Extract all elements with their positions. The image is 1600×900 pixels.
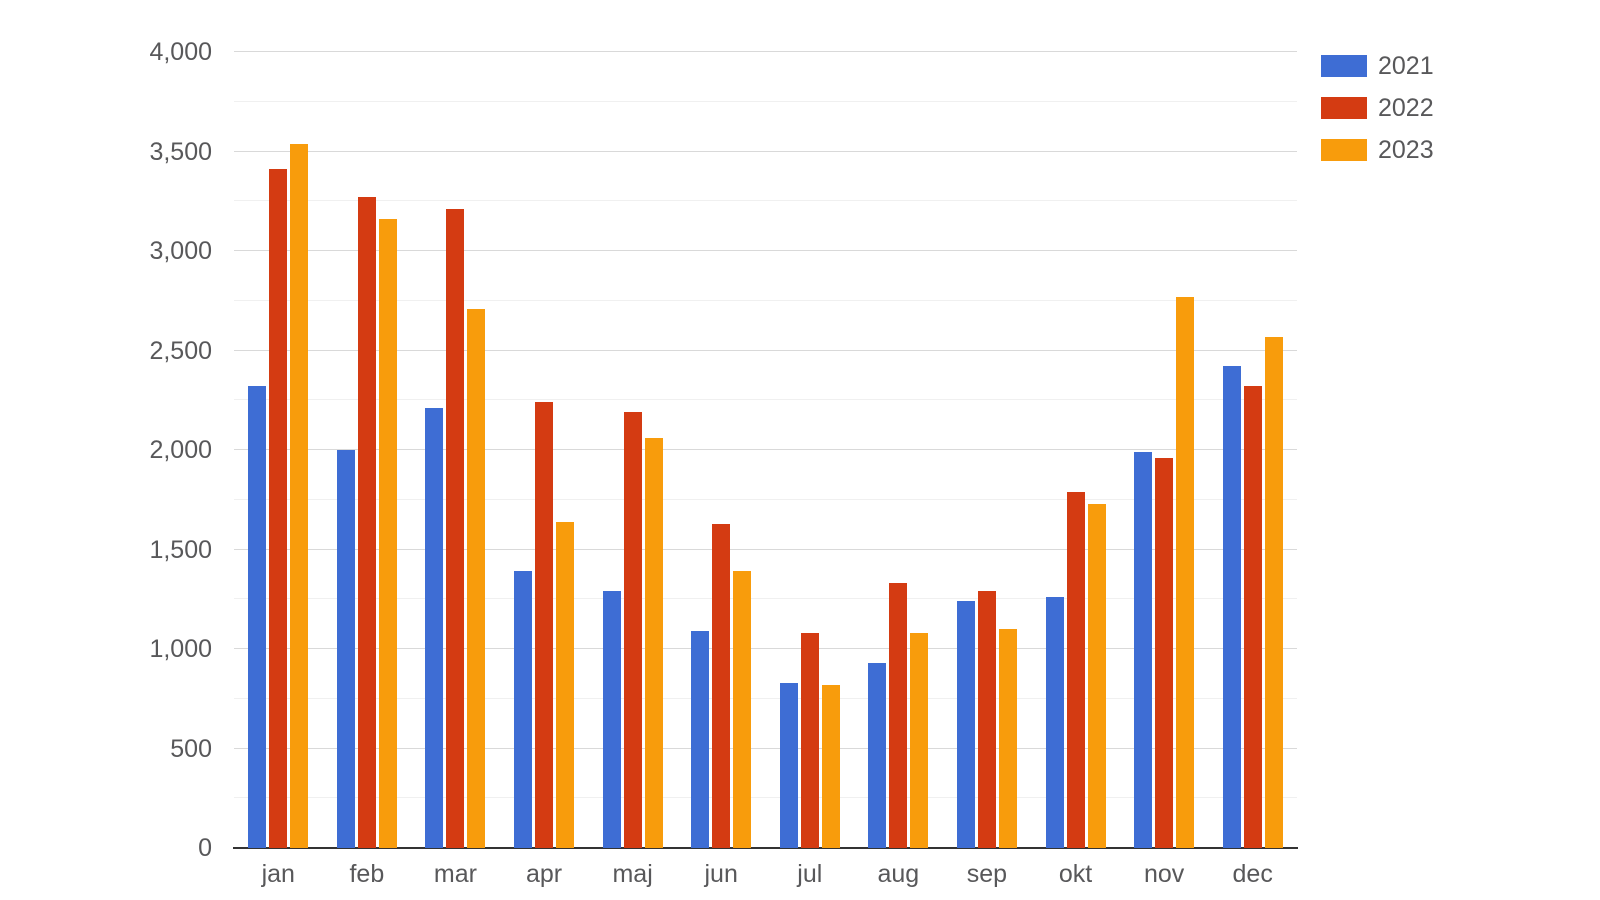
bar-group-okt (1031, 52, 1120, 848)
gridline-major-2500 (234, 349, 1297, 351)
legend: 2021 2022 2023 (1321, 53, 1434, 179)
x-tick-label-okt: okt (1058, 860, 1093, 888)
y-tick-label-2500: 2,500 (149, 336, 212, 365)
x-tick-label-jan: jan (261, 860, 295, 888)
bar-group-maj (588, 52, 677, 848)
x-tick-label-nov: nov (1143, 860, 1185, 888)
bar-2023-aug[interactable] (910, 633, 929, 848)
y-tick-label-3500: 3,500 (149, 137, 212, 166)
bar-2023-okt[interactable] (1087, 503, 1106, 848)
gridline-minor-750 (234, 697, 1297, 699)
gridline-minor-2250 (234, 399, 1297, 401)
legend-item-2021: 2021 (1321, 53, 1434, 79)
bar-2021-okt[interactable] (1045, 597, 1064, 848)
x-tick-label-aug: aug (877, 860, 920, 888)
y-tick-label-1000: 1,000 (149, 635, 212, 663)
bar-2023-apr[interactable] (556, 521, 575, 848)
bar-2023-mar[interactable] (467, 308, 486, 848)
gridline-major-1000 (234, 648, 1297, 649)
bar-2023-sep[interactable] (998, 629, 1017, 848)
bar-2021-nov[interactable] (1134, 452, 1153, 848)
bar-group-jul (766, 52, 855, 848)
plot-area (233, 51, 1298, 849)
y-tick-label-500: 500 (170, 734, 212, 763)
bar-2023-jun[interactable] (733, 571, 752, 848)
bar-2023-jan[interactable] (290, 143, 309, 848)
legend-label-2021: 2021 (1378, 52, 1434, 80)
legend-label-2023: 2023 (1378, 136, 1434, 164)
gridline-major-2000 (234, 449, 1297, 450)
bar-2021-jul[interactable] (779, 682, 798, 848)
bar-group-dec (1208, 52, 1297, 848)
bar-2022-jan[interactable] (269, 169, 288, 848)
bar-group-jan (234, 52, 323, 848)
x-tick-label-maj: maj (612, 860, 653, 888)
gridline-major-4000 (234, 51, 1297, 52)
bar-2022-feb[interactable] (357, 197, 376, 848)
bar-group-apr (500, 52, 589, 848)
legend-item-2023: 2023 (1321, 137, 1434, 163)
gridline-minor-2750 (234, 299, 1297, 301)
gridline-major-3500 (234, 150, 1297, 152)
gridline-minor-1250 (234, 598, 1297, 600)
y-tick-label-1500: 1,500 (149, 535, 212, 564)
legend-swatch-2023 (1321, 139, 1367, 161)
bar-2023-maj[interactable] (644, 438, 663, 848)
bar-2023-feb[interactable] (378, 219, 397, 848)
y-tick-label-4000: 4,000 (149, 38, 212, 66)
bar-2023-dec[interactable] (1264, 336, 1283, 848)
bar-2021-jan[interactable] (248, 386, 267, 848)
bar-group-jun (677, 52, 766, 848)
bar-2021-aug[interactable] (868, 662, 887, 848)
x-tick-label-feb: feb (349, 860, 385, 888)
legend-swatch-2021 (1321, 55, 1367, 77)
bar-2021-mar[interactable] (425, 408, 444, 848)
gridline-major-500 (234, 747, 1297, 749)
bar-2022-apr[interactable] (535, 402, 554, 848)
gridline-minor-3250 (234, 200, 1297, 202)
bar-2021-jun[interactable] (691, 631, 710, 848)
bar-group-sep (943, 52, 1032, 848)
bar-2022-okt[interactable] (1066, 491, 1085, 848)
bar-2022-maj[interactable] (623, 412, 642, 848)
bar-2022-sep[interactable] (977, 591, 996, 848)
bar-group-mar (411, 52, 500, 848)
gridline-minor-3750 (234, 100, 1297, 102)
y-tick-label-0: 0 (198, 834, 212, 862)
bar-2023-jul[interactable] (821, 684, 840, 848)
bar-2021-maj[interactable] (602, 591, 621, 848)
bar-group-feb (323, 52, 412, 848)
bar-2022-jul[interactable] (800, 633, 819, 848)
x-tick-label-jul: jul (797, 860, 823, 888)
bar-2022-dec[interactable] (1243, 386, 1262, 848)
bar-group-aug (854, 52, 943, 848)
gridline-minor-1750 (234, 498, 1297, 500)
bar-2021-sep[interactable] (956, 601, 975, 848)
gridline-major-1500 (234, 548, 1297, 550)
x-tick-label-jun: jun (704, 860, 738, 888)
bar-2022-aug[interactable] (889, 583, 908, 848)
bar-2022-jun[interactable] (712, 523, 731, 848)
x-tick-label-mar: mar (433, 860, 477, 888)
bar-2022-nov[interactable] (1155, 458, 1174, 848)
gridline-major-3000 (234, 250, 1297, 251)
y-tick-label-3000: 3,000 (149, 237, 212, 265)
legend-swatch-2022 (1321, 97, 1367, 119)
bar-group-nov (1120, 52, 1209, 848)
bar-2021-apr[interactable] (514, 571, 533, 848)
bar-2021-feb[interactable] (336, 450, 355, 848)
x-tick-label-dec: dec (1232, 860, 1273, 888)
bar-2021-dec[interactable] (1222, 366, 1241, 848)
x-axis-line (233, 847, 1298, 849)
x-tick-label-sep: sep (966, 860, 1008, 888)
legend-label-2022: 2022 (1378, 94, 1434, 122)
y-tick-label-2000: 2,000 (149, 436, 212, 464)
gridline-minor-250 (234, 797, 1297, 799)
x-tick-label-apr: apr (525, 860, 563, 888)
bar-2023-nov[interactable] (1176, 296, 1195, 848)
bar-2022-mar[interactable] (446, 209, 465, 848)
legend-item-2022: 2022 (1321, 95, 1434, 121)
